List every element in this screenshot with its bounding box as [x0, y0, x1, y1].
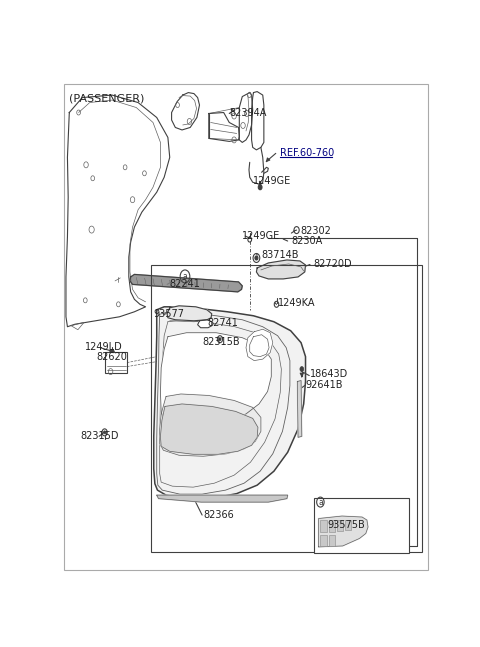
Circle shape [300, 367, 304, 371]
Polygon shape [154, 307, 305, 499]
Polygon shape [209, 113, 240, 142]
Circle shape [219, 338, 221, 341]
Bar [77, 243, 92, 258]
Polygon shape [240, 93, 252, 142]
Bar [106, 352, 127, 373]
Bar [321, 535, 327, 546]
Bar [151, 265, 422, 552]
Text: 82241: 82241 [170, 280, 201, 289]
Bar [345, 520, 351, 530]
Polygon shape [160, 404, 258, 454]
Polygon shape [160, 333, 271, 425]
Text: 1249GE: 1249GE [242, 230, 280, 241]
Text: 1249GE: 1249GE [252, 176, 291, 186]
Polygon shape [160, 394, 261, 456]
Text: 82394A: 82394A [229, 107, 266, 118]
Circle shape [258, 185, 262, 190]
Circle shape [110, 349, 114, 356]
Bar [79, 265, 89, 276]
Text: 82620: 82620 [96, 351, 127, 362]
Text: 82315B: 82315B [202, 336, 240, 347]
Polygon shape [256, 260, 305, 279]
Text: a: a [182, 272, 187, 281]
Polygon shape [297, 380, 302, 437]
Text: 93577: 93577 [154, 309, 185, 319]
Circle shape [104, 431, 106, 434]
Text: (PASSENGER): (PASSENGER) [69, 94, 144, 104]
Polygon shape [66, 95, 170, 327]
Bar [337, 520, 344, 531]
Text: a: a [318, 498, 323, 507]
Text: 82741: 82741 [207, 318, 238, 328]
Text: 82315D: 82315D [81, 432, 119, 441]
Text: 8230A: 8230A [291, 236, 323, 246]
Polygon shape [167, 306, 212, 321]
Text: 1249KA: 1249KA [277, 298, 315, 308]
Bar [321, 520, 327, 532]
Polygon shape [156, 495, 288, 502]
Text: REF.60-760: REF.60-760 [280, 148, 335, 159]
Text: 92641B: 92641B [305, 380, 343, 390]
Bar [329, 535, 335, 546]
Bar [314, 498, 408, 553]
Polygon shape [172, 93, 200, 130]
Text: 1249LD: 1249LD [85, 342, 123, 352]
Polygon shape [246, 329, 273, 360]
Text: 83714B: 83714B [261, 250, 299, 261]
Polygon shape [130, 274, 242, 292]
Text: 82720D: 82720D [314, 259, 352, 269]
Polygon shape [319, 516, 368, 547]
Text: 82302: 82302 [300, 226, 331, 236]
Polygon shape [198, 320, 212, 328]
Text: 93575B: 93575B [328, 520, 366, 530]
Text: 18643D: 18643D [310, 369, 348, 379]
Circle shape [255, 256, 258, 260]
Text: 82366: 82366 [203, 510, 234, 520]
Bar [329, 520, 335, 532]
